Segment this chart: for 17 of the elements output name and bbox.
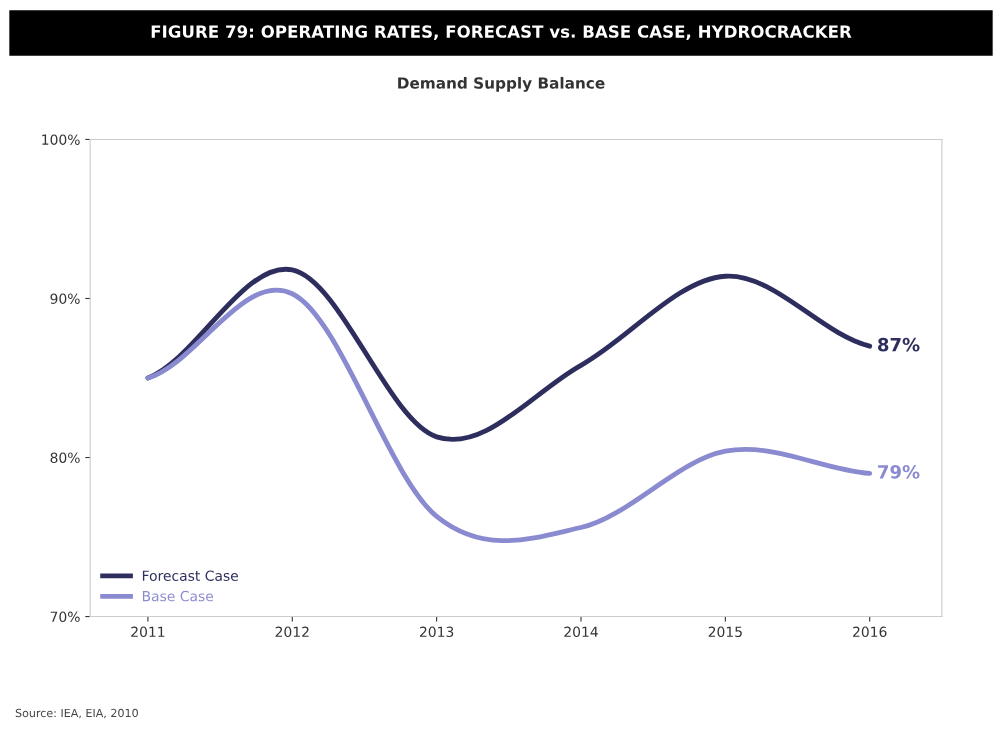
y-tick-label: 90% [50,293,80,304]
x-tick-label: 2014 [564,626,598,638]
x-tick-label: 2013 [419,626,454,638]
x-tick-label: 2012 [275,626,309,638]
source-note: Source: IEA, EIA, 2010 [15,708,138,719]
data-label: 87% [878,337,920,352]
y-tick-label: 80% [50,452,80,463]
chart-title: FIGURE 79: OPERATING RATES, FORECAST vs. BASE CASE, HYDROCRACKER [151,25,852,40]
x-tick-label: 2011 [131,626,165,638]
y-tick-label: 70% [50,611,80,623]
legend-label: Forecast Case [142,570,238,581]
x-tick-label: 2016 [853,626,887,638]
data-label: 79% [878,465,920,479]
y-tick-label: 100% [42,134,80,145]
chart-subtitle: Demand Supply Balance [398,76,605,92]
x-tick-label: 2015 [708,626,742,638]
legend-label: Base Case [142,590,214,602]
